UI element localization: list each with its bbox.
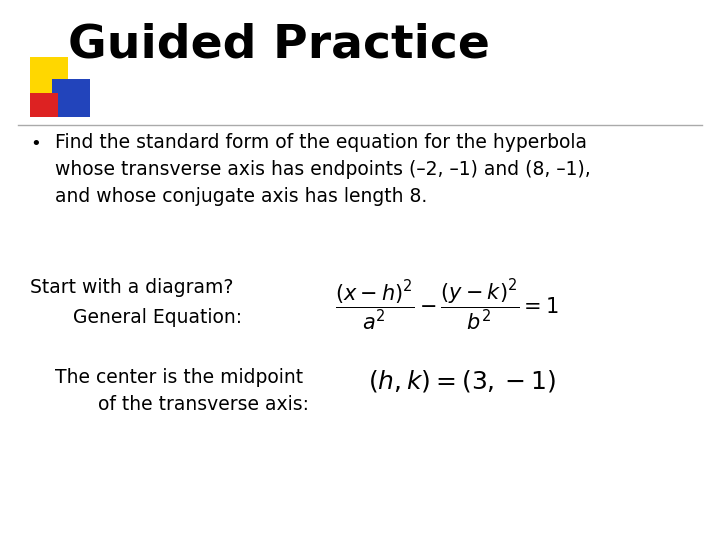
Text: The center is the midpoint: The center is the midpoint [55,368,303,387]
Text: •: • [30,135,41,153]
Bar [30,57,68,95]
Text: Start with a diagram?: Start with a diagram? [30,278,233,297]
Bar [52,79,90,117]
Text: $\dfrac{(x-h)^{2}}{a^{2}}-\dfrac{(y-k)^{2}}{b^{2}}=1$: $\dfrac{(x-h)^{2}}{a^{2}}-\dfrac{(y-k)^{… [335,278,559,333]
Text: General Equation:: General Equation: [55,308,242,327]
Text: Guided Practice: Guided Practice [68,22,490,67]
Text: of the transverse axis:: of the transverse axis: [80,395,309,414]
Text: $(h,k)=(3,-1)$: $(h,k)=(3,-1)$ [368,368,556,394]
Bar [30,93,58,117]
Text: Find the standard form of the equation for the hyperbola
whose transverse axis h: Find the standard form of the equation f… [55,133,590,206]
